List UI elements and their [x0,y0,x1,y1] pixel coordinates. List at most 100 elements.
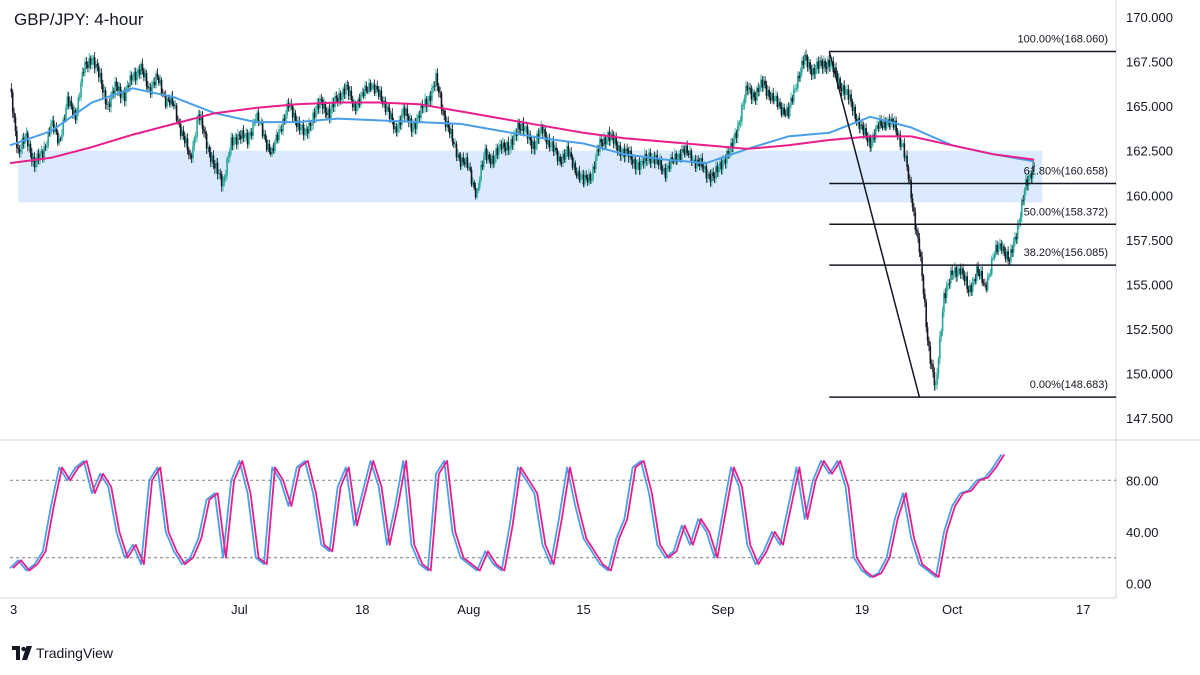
candle-body [716,166,719,173]
candle-body [895,120,897,133]
candle-body [257,112,260,124]
tradingview-brand[interactable]: TradingView [12,645,113,661]
candle-body [215,162,217,169]
time-tick-label: Aug [457,602,480,617]
price-tick-label: 150.000 [1126,367,1173,382]
candle-body [973,279,975,283]
candle-body [364,85,366,97]
candle-body [353,103,355,108]
candle-body [772,93,775,102]
candle-body [885,122,888,129]
candle-body [854,106,857,119]
stoch-k-line [9,454,1003,578]
candle-body [959,268,962,275]
candle-body [485,148,488,161]
candle-body [596,149,598,158]
candle-body [263,134,265,137]
candle-body [526,126,529,139]
candle-body [807,62,810,68]
candle-body [1012,242,1015,253]
price-tick-label: 157.500 [1126,233,1173,248]
candle-body [254,119,257,123]
candle-body [267,143,269,150]
candle-body [44,146,47,148]
candle-body [548,137,551,148]
candle-body [473,182,476,189]
candle-body [51,120,54,124]
candle-body [181,130,183,136]
candle-body [727,151,730,154]
candle-body [349,90,351,96]
candle-body [940,331,943,337]
candle-body [870,142,873,149]
candle-body [458,154,461,158]
candle-body [671,157,674,161]
candle-body [863,127,866,135]
candle-body [637,162,639,166]
candle-body [622,148,624,154]
candle-body [31,152,33,162]
candle-body [689,150,691,156]
candle-body [331,102,334,109]
candle-body [336,98,339,102]
candle-body [74,110,77,121]
candle-body [771,93,773,101]
candle-body [743,97,746,105]
candle-body [309,122,312,126]
candle-body [812,68,814,76]
time-tick-label: 17 [1076,602,1090,617]
candle-body [10,88,13,93]
candle-body [865,127,867,136]
candle-body [795,88,798,90]
candle-body [924,293,926,302]
candle-body [95,64,97,69]
candle-body [525,126,527,129]
candle-body [321,99,324,109]
candle-body [271,147,273,155]
candle-body [156,73,159,78]
candle-body [736,125,739,138]
candle-body [20,148,22,153]
candle-body [227,157,230,159]
candle-body [884,120,887,129]
candle-body [745,85,747,98]
candle-body [626,148,628,151]
candle-body [230,137,232,151]
candle-body [306,128,309,134]
candle-body [237,134,239,145]
candle-body [944,293,947,299]
candle-body [78,97,81,99]
candle-body [241,130,243,140]
candle-body [96,64,99,67]
candle-body [674,153,676,162]
candle-body [749,87,751,89]
candle-body [115,81,118,87]
moving-average-1 [9,87,1035,165]
candle-body [648,152,650,160]
candle-body [216,162,219,175]
candle-body [986,278,989,290]
candle-body [268,143,271,152]
candle-body [431,88,433,101]
candle-body [312,112,314,125]
candle-body [193,137,196,147]
candle-body [797,75,799,89]
candle-body [500,144,503,150]
candle-body [102,83,104,93]
candle-body [554,147,556,152]
candle-body [577,170,579,177]
candle-body [933,372,936,386]
candle-body [39,152,41,161]
candle-body [463,162,466,165]
candle-body [249,132,252,136]
candle-body [990,258,993,275]
candle-body [141,63,144,71]
candle-body [857,117,859,122]
candle-body [72,106,74,116]
candle-body [926,327,929,341]
price-tick-label: 170.000 [1126,10,1173,25]
candle-body [386,107,388,112]
candle-body [829,63,832,67]
candle-body [532,141,534,149]
candle-body [859,124,862,129]
